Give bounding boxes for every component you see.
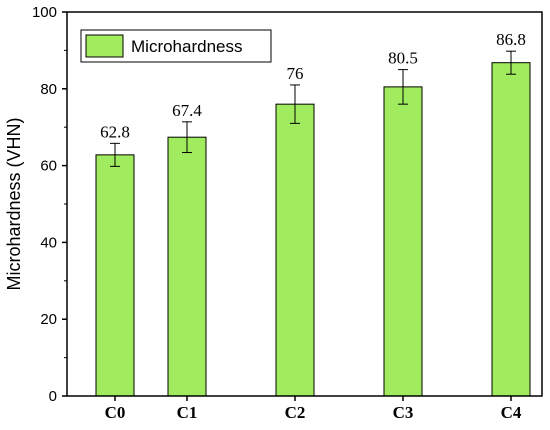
data-label-c4: 86.8 bbox=[496, 30, 526, 49]
error-bar-c1 bbox=[182, 121, 192, 154]
legend-entry-microhardness: Microhardness bbox=[131, 37, 243, 56]
error-bars-layer bbox=[110, 50, 516, 167]
bar-c0 bbox=[95, 154, 135, 397]
y-axis-label: Microhardness (VHN) bbox=[4, 117, 24, 290]
y-tick-label-40: 40 bbox=[40, 234, 57, 251]
x-tick-label-c4: C4 bbox=[501, 403, 522, 422]
data-label-c1: 67.4 bbox=[172, 101, 202, 120]
error-bar-c0 bbox=[110, 142, 120, 167]
data-label-c2: 76 bbox=[287, 64, 304, 83]
y-tick-label-0: 0 bbox=[49, 388, 57, 405]
bar-c3 bbox=[383, 86, 423, 397]
error-bar-c3 bbox=[398, 69, 408, 105]
data-label-c0: 62.8 bbox=[100, 122, 130, 141]
legend: Microhardness bbox=[80, 29, 272, 63]
error-bar-c4 bbox=[506, 50, 516, 75]
y-tick-label-60: 60 bbox=[40, 158, 57, 175]
y-tick-label-20: 20 bbox=[40, 311, 57, 328]
y-axis: 0 20 40 60 80 100 bbox=[32, 4, 67, 405]
data-labels-layer: 62.8 67.4 76 80.5 86.8 bbox=[100, 30, 526, 141]
x-tick-label-c3: C3 bbox=[393, 403, 414, 422]
y-tick-label-80: 80 bbox=[40, 81, 57, 98]
bar-c4 bbox=[491, 62, 531, 397]
error-bar-c2 bbox=[290, 84, 300, 124]
y-tick-label-100: 100 bbox=[32, 4, 57, 21]
bar-c2 bbox=[275, 103, 315, 397]
legend-swatch bbox=[85, 34, 124, 58]
bar-c1 bbox=[167, 136, 207, 397]
x-tick-label-c0: C0 bbox=[105, 403, 126, 422]
bars-layer bbox=[95, 62, 531, 397]
x-tick-label-c1: C1 bbox=[177, 403, 198, 422]
x-tick-label-c2: C2 bbox=[285, 403, 306, 422]
data-label-c3: 80.5 bbox=[388, 49, 418, 68]
x-axis: C0 C1 C2 C3 C4 bbox=[105, 396, 522, 422]
